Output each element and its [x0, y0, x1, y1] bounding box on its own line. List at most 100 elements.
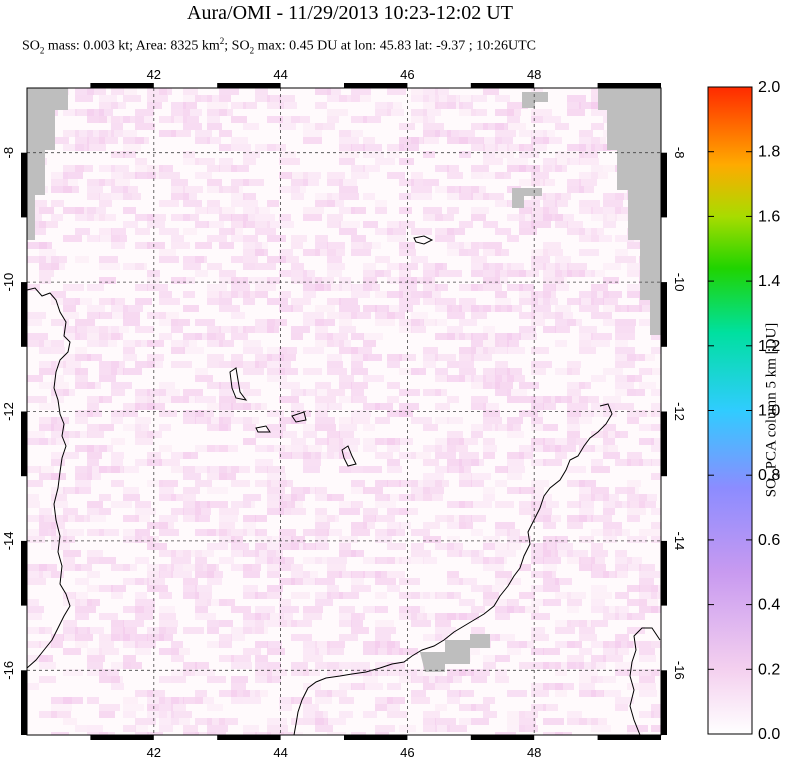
so2-cell [519, 165, 540, 172]
so2-cell [183, 228, 197, 235]
so2-cell [267, 536, 284, 543]
so2-cell [447, 242, 464, 249]
so2-cell [375, 452, 393, 459]
so2-cell [507, 473, 522, 480]
so2-cell [171, 116, 187, 123]
so2-cell [243, 193, 256, 200]
so2-cell [363, 648, 378, 655]
so2-cell [459, 669, 474, 676]
so2-cell [63, 452, 79, 459]
so2-cell [591, 515, 612, 522]
so2-cell [591, 340, 610, 347]
so2-cell [63, 536, 75, 543]
so2-cell [291, 263, 304, 270]
so2-cell [411, 312, 428, 319]
so2-cell [531, 480, 549, 487]
so2-cell [423, 522, 440, 529]
so2-cell [483, 697, 495, 704]
so2-cell [435, 298, 456, 305]
so2-cell [207, 200, 220, 207]
so2-cell [207, 466, 227, 473]
so2-cell [243, 361, 259, 368]
so2-cell [219, 515, 238, 522]
so2-cell [159, 592, 172, 599]
so2-cell [495, 543, 509, 550]
so2-cell [483, 564, 504, 571]
so2-cell [255, 228, 276, 235]
so2-cell [231, 144, 251, 151]
subtitle-so2-b: ; SO [224, 38, 250, 54]
so2-cell [171, 396, 189, 403]
so2-cell [195, 508, 211, 515]
so2-cell [531, 487, 544, 494]
so2-cell [423, 116, 435, 123]
so2-cell [267, 669, 287, 676]
so2-cell [579, 326, 597, 333]
so2-cell [459, 186, 479, 193]
so2-cell [111, 298, 125, 305]
so2-cell [291, 452, 311, 459]
so2-cell [543, 158, 557, 165]
so2-cell [171, 214, 190, 221]
so2-cell [627, 375, 642, 382]
so2-cell [315, 557, 327, 564]
so2-cell [495, 340, 509, 347]
so2-cell [435, 102, 456, 109]
so2-cell [279, 396, 299, 403]
so2-cell [111, 627, 125, 634]
so2-cell [579, 382, 591, 389]
so2-cell [195, 585, 212, 592]
so2-cell [615, 319, 636, 326]
so2-cell [63, 368, 80, 375]
so2-cell [471, 214, 486, 221]
so2-cell [447, 550, 462, 557]
so2-cell [123, 466, 139, 473]
so2-cell [27, 396, 47, 403]
so2-cell [255, 732, 271, 735]
so2-cell [159, 130, 176, 137]
so2-cell [39, 655, 53, 662]
so2-cell [159, 522, 174, 529]
so2-cell [531, 130, 547, 137]
so2-cell [495, 606, 514, 613]
so2-cell [351, 235, 366, 242]
so2-cell [39, 382, 57, 389]
so2-cell [471, 718, 489, 725]
so2-cell [483, 249, 501, 256]
so2-cell [531, 361, 552, 368]
so2-cell [207, 487, 228, 494]
so2-cell [159, 291, 172, 298]
so2-cell [27, 571, 43, 578]
so2-cell [303, 578, 316, 585]
so2-cell [87, 732, 108, 735]
so2-cell [603, 214, 617, 221]
so2-cell [627, 515, 640, 522]
so2-cell [171, 319, 190, 326]
so2-cell [87, 648, 102, 655]
so2-cell [591, 487, 609, 494]
so2-cell [471, 515, 486, 522]
so2-cell [255, 214, 275, 221]
so2-cell [51, 172, 68, 179]
so2-cell [255, 641, 268, 648]
so2-cell [627, 613, 645, 620]
so2-cell [651, 669, 661, 676]
so2-cell [207, 599, 227, 606]
y-tick-label-left: -12 [1, 402, 16, 421]
so2-cell [387, 557, 402, 564]
so2-cell [267, 375, 287, 382]
so2-cell [579, 501, 594, 508]
so2-cell [231, 634, 245, 641]
so2-cell [591, 592, 612, 599]
so2-cell [171, 655, 184, 662]
so2-cell [123, 340, 141, 347]
so2-cell [423, 270, 439, 277]
so2-cell [231, 235, 243, 242]
so2-cell [531, 137, 549, 144]
so2-cell [351, 571, 365, 578]
so2-cell [603, 424, 616, 431]
so2-cell [483, 305, 501, 312]
so2-cell [411, 480, 423, 487]
so2-cell [75, 347, 87, 354]
so2-cell [123, 368, 142, 375]
